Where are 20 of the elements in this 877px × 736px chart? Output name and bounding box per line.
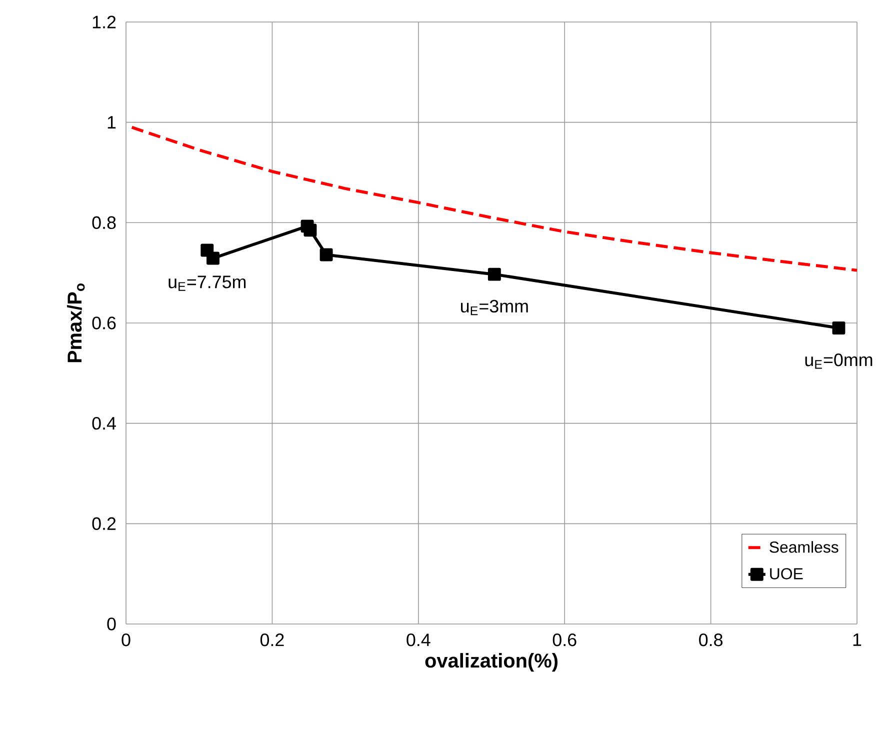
annotation: u$_{E}$=0mm — [805, 354, 872, 369]
legend-label: UOE — [770, 568, 803, 580]
x-axis-title: ovalization(%) — [425, 653, 558, 672]
y-tick-label: 0.8 — [92, 216, 116, 230]
x-tick-label: 1 — [853, 634, 862, 646]
x-tick-label: 0.8 — [699, 634, 722, 646]
y-tick-label: 0.2 — [92, 517, 116, 530]
legend-label: Seamless — [770, 541, 838, 553]
y-tick-label: 0 — [107, 618, 116, 630]
y-tick-label: 1 — [108, 116, 116, 128]
y-axis-title: Pmax/P$_{o}$ — [67, 284, 85, 362]
x-tick-label: 0.2 — [260, 634, 284, 646]
y-tick-label: 0.6 — [92, 316, 116, 330]
x-tick-label: 0.4 — [406, 634, 430, 646]
x-tick-label: 0 — [122, 634, 130, 646]
y-tick-label: 1.2 — [92, 16, 116, 28]
annotation: u$_{E}$=3mm — [461, 300, 528, 316]
annotation: u$_{E}$=7.75m — [168, 276, 246, 291]
y-tick-label: 0.4 — [92, 416, 116, 430]
x-tick-label: 0.6 — [552, 634, 576, 646]
